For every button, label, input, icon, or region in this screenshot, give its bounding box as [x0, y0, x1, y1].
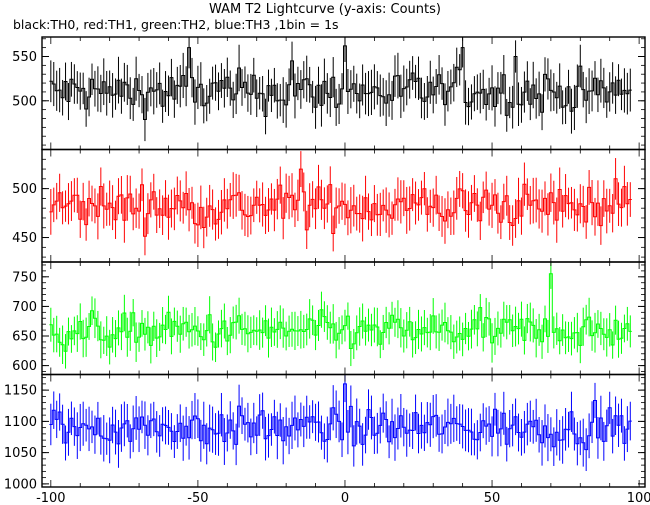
panel-th3: 1000 1050 1100 1150 [4, 373, 646, 492]
y-tick-label: 550 [12, 50, 37, 65]
step-line [49, 273, 632, 352]
y-tick-label: 500 [12, 182, 37, 197]
y-tick-label: 1000 [4, 477, 37, 492]
series-th1 [49, 151, 632, 256]
y-tick-label: 700 [12, 300, 37, 315]
x-tick-label: 100 [627, 491, 650, 505]
y-tick-label: 750 [12, 270, 37, 285]
x-tick-label: 50 [484, 491, 501, 505]
x-tick-label: 0 [341, 491, 349, 505]
panel-frame [41, 373, 646, 488]
chart-title: WAM T2 Lightcurve (y-axis: Counts) [209, 2, 441, 17]
panel-th1: 450 500 [12, 148, 646, 263]
y-tick-label: 1100 [4, 415, 37, 430]
y-tick-label: 600 [12, 359, 37, 374]
step-line [49, 383, 632, 451]
panel-frame [41, 148, 646, 263]
step-line [49, 45, 632, 120]
chart-subtitle: black:TH0, red:TH1, green:TH2, blue:TH3 … [13, 17, 339, 32]
panel-th2: 600 650 700 750 [12, 261, 646, 376]
y-tick-label: 1050 [4, 446, 37, 461]
panel-th0: 500 550 [12, 36, 646, 151]
x-tick-label: -50 [187, 491, 208, 505]
y-tick-label: 500 [12, 94, 37, 109]
series-th3 [49, 374, 632, 472]
y-tick-label: 650 [12, 330, 37, 345]
y-tick-label: 450 [12, 231, 37, 246]
series-th0 [49, 37, 632, 142]
x-tick-label: -100 [36, 491, 66, 505]
y-tick-label: 1150 [4, 384, 37, 399]
series-th2 [49, 262, 632, 369]
panel-frame [41, 261, 646, 376]
step-line [49, 168, 632, 237]
